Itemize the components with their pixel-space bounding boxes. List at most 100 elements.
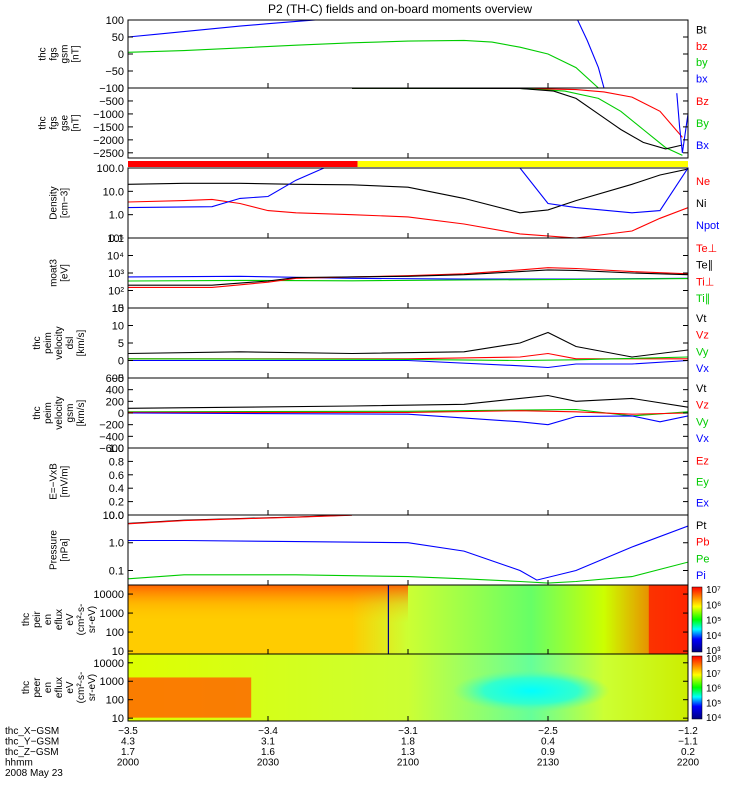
y-tick-label: 15 bbox=[112, 303, 124, 315]
series-line bbox=[128, 20, 323, 38]
colorbar bbox=[691, 655, 703, 720]
y-axis-label: eflux bbox=[54, 677, 65, 698]
y-tick-label: −400 bbox=[99, 431, 124, 443]
y-axis-label: velocity bbox=[54, 326, 65, 359]
legend-entry: Vz bbox=[696, 400, 709, 412]
y-axis-label: en bbox=[43, 614, 54, 625]
x-axis-value: 2200 bbox=[677, 758, 700, 769]
y-tick-label: 0.1 bbox=[109, 233, 124, 245]
y-tick-label: −1000 bbox=[93, 109, 124, 121]
y-axis-label: [nT] bbox=[71, 114, 82, 131]
spectrogram-blob bbox=[452, 669, 610, 713]
y-tick-label: 0 bbox=[118, 408, 124, 420]
legend-entry: Ex bbox=[696, 497, 709, 509]
y-axis-label: fgs bbox=[49, 116, 60, 129]
y-tick-label: −600 bbox=[99, 443, 124, 455]
y-tick-label: −1500 bbox=[93, 122, 124, 134]
legend-entry: bx bbox=[696, 73, 708, 85]
legend-entry: Ey bbox=[696, 477, 709, 489]
y-tick-label: 0.2 bbox=[109, 497, 124, 509]
y-tick-label: 10³ bbox=[108, 268, 124, 280]
y-axis-label: (cm²-s- bbox=[76, 672, 87, 704]
y-tick-label: 1000 bbox=[100, 608, 124, 620]
series-line bbox=[576, 20, 605, 88]
x-axis-date: 2008 May 23 bbox=[5, 768, 63, 779]
legend-entry: Vt bbox=[696, 313, 706, 325]
y-axis-label: thc bbox=[32, 336, 43, 349]
x-axis-table: thc_X−GSM −3.5 −3.4 −3.1 −2.5 −1.2 thc_Y−GSM 4.… bbox=[5, 726, 700, 779]
series-line bbox=[128, 515, 353, 525]
y-axis-label: (cm²-s- bbox=[76, 604, 87, 636]
x-axis-value: 0.4 bbox=[541, 737, 555, 748]
y-axis-label: fgs bbox=[49, 47, 60, 60]
y-axis-label: thc bbox=[21, 613, 32, 626]
mode-segment bbox=[357, 161, 688, 167]
y-tick-label: 10 bbox=[112, 646, 124, 658]
series-line bbox=[128, 394, 688, 409]
panel-density: 0.1 1.0 10.0 100.0 Density [cm−3] Ne Ni Npot bbox=[49, 163, 720, 245]
y-axis-label: Density bbox=[49, 186, 60, 219]
panel-temperature: 10 10² 10³ 10⁴ 10⁵ moat3 [eV] Te⊥ Te∥ Ti⊥ Ti∥ bbox=[49, 233, 718, 315]
series-line bbox=[128, 561, 688, 584]
y-tick-label: 0 bbox=[118, 83, 124, 95]
colorbar-tick-label: 10⁴ bbox=[706, 713, 721, 724]
legend-entry: Bx bbox=[696, 140, 709, 152]
x-axis-value: 1.3 bbox=[401, 747, 415, 758]
x-axis-value: 2030 bbox=[257, 758, 280, 769]
series-line bbox=[351, 88, 683, 138]
colorbar-tick-label: 10⁵ bbox=[706, 698, 721, 709]
panel-frame bbox=[127, 167, 689, 239]
panel-frame bbox=[127, 307, 689, 379]
series-line bbox=[128, 168, 688, 214]
y-axis-label: peir bbox=[32, 610, 43, 627]
y-axis-label: Pressure bbox=[49, 530, 60, 570]
y-tick-label: 10 bbox=[112, 321, 124, 333]
y-axis-label: moat3 bbox=[49, 259, 60, 287]
x-axis-row-label: hhmm bbox=[5, 758, 33, 769]
y-axis-label: eflux bbox=[54, 609, 65, 630]
panel-frame bbox=[127, 87, 689, 159]
y-tick-label: 10.0 bbox=[103, 510, 124, 522]
y-tick-label: 1.0 bbox=[109, 443, 124, 455]
y-axis-label: thc bbox=[38, 47, 49, 60]
y-axis-label: [nPa] bbox=[60, 538, 71, 562]
colorbar-tick-label: 10⁶ bbox=[706, 600, 721, 611]
colorbar-tick-label: 10⁸ bbox=[706, 654, 721, 665]
y-axis-label: [km/s] bbox=[76, 329, 87, 356]
colorbar-tick-label: 10⁶ bbox=[706, 684, 721, 695]
panel-efield: 0.00.2 0.40.6 0.81.0 E=−VxB [mV/m] Ez Ey Ex bbox=[49, 443, 710, 522]
legend-entry: Pt bbox=[696, 520, 706, 532]
y-tick-label: 10⁴ bbox=[107, 251, 124, 263]
y-axis-label: peer bbox=[32, 677, 43, 698]
y-tick-label: 0.4 bbox=[109, 483, 124, 495]
y-tick-label: 1.0 bbox=[109, 210, 124, 222]
y-axis-label: E=−VxB bbox=[49, 463, 60, 500]
y-axis-label: en bbox=[43, 682, 54, 693]
colorbar-tick-label: 10³ bbox=[706, 646, 721, 657]
x-axis-value: 2000 bbox=[117, 758, 140, 769]
panel-peir-spectrogram: 10³ 10⁴ 10⁵ 10⁶ 10⁷ 10 100 1000 10000 thc peir en ef… bbox=[21, 584, 721, 658]
series-line bbox=[128, 168, 688, 214]
y-tick-label: −50 bbox=[105, 66, 124, 78]
series-line bbox=[128, 39, 599, 88]
y-tick-label: −5 bbox=[111, 373, 124, 385]
series-line bbox=[351, 88, 683, 156]
series-line bbox=[676, 93, 688, 153]
y-tick-label: −2500 bbox=[93, 148, 124, 160]
panel-frame bbox=[127, 19, 689, 89]
legend-entry: Pe bbox=[696, 553, 709, 565]
y-tick-label: 10000 bbox=[93, 658, 124, 670]
x-axis-value: 2100 bbox=[397, 758, 420, 769]
x-axis-value: 1.8 bbox=[401, 737, 415, 748]
y-axis-label: sr-eV) bbox=[87, 606, 98, 633]
y-axis-label: gsm bbox=[65, 404, 76, 423]
panel-fgs-gsm: −100 −50 0 50 100 thc fgs gsm [nT] Bt bz by bx bbox=[38, 15, 709, 95]
y-axis-label: thc bbox=[32, 406, 43, 419]
panel-frame bbox=[127, 237, 689, 309]
x-axis-value: 3.1 bbox=[261, 737, 275, 748]
y-axis-label: dsl bbox=[65, 337, 76, 350]
y-tick-label: 10 bbox=[112, 303, 124, 315]
